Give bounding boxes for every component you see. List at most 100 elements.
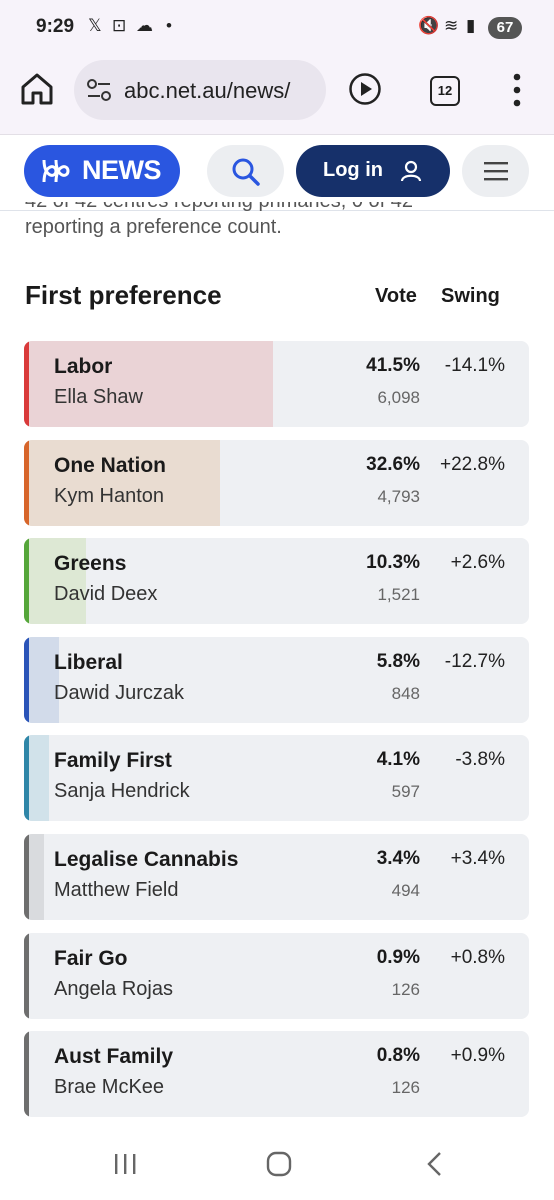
vote-percent: 5.8%: [376, 650, 420, 672]
party-color-stripe: [24, 341, 29, 427]
status-bar: 9:29 𝕏 ⊡ ☁ • 🔇 ≋ ▮ 67: [0, 0, 554, 56]
vote-percent: 32.6%: [366, 453, 420, 475]
hamburger-icon: [484, 162, 508, 181]
logo-wordmark: NEWS: [82, 155, 162, 185]
party-color-stripe: [24, 833, 29, 920]
signal-icon: ▮: [466, 16, 476, 35]
party-name: Fair Go: [54, 946, 128, 970]
party-name: Liberal: [54, 650, 123, 674]
battery-icon: 67: [488, 17, 522, 39]
vote-share-bar: [24, 439, 220, 526]
home-nav-icon[interactable]: [266, 1151, 292, 1177]
vote-column-header: Vote: [375, 285, 417, 307]
system-nav-bar: [0, 1130, 554, 1200]
swing-value: +0.8%: [450, 946, 505, 968]
play-icon[interactable]: [348, 72, 382, 106]
candidate-name: Dawid Jurczak: [54, 681, 185, 704]
vote-count: 597: [391, 782, 420, 802]
swing-value: +3.4%: [450, 847, 505, 869]
recent-apps-icon[interactable]: [113, 1152, 137, 1176]
vote-share-bar: [24, 341, 273, 427]
reporting-note: 42 of 42 centres reporting primaries, 0 …: [25, 200, 525, 240]
result-row[interactable]: Greens David Deex 10.3% 1,521 +2.6%: [24, 538, 529, 625]
vote-percent: 10.3%: [366, 552, 420, 574]
party-color-stripe: [24, 735, 29, 822]
wifi-icon: ≋: [444, 16, 459, 35]
reporting-note-cut-line: 42 of 42 centres reporting primaries, 0 …: [25, 202, 525, 214]
swing-value: -12.7%: [444, 650, 505, 672]
vote-count: 1,521: [377, 585, 420, 605]
candidate-name: David Deex: [54, 583, 158, 606]
swing-value: +2.6%: [450, 552, 505, 574]
candidate-name: Kym Hanton: [54, 484, 165, 507]
party-name: Greens: [54, 552, 127, 576]
vote-share-bar: [24, 833, 44, 920]
vote-percent: 41.5%: [366, 355, 420, 376]
menu-button[interactable]: [462, 145, 529, 197]
candidate-name: Sanja Hendrick: [54, 780, 190, 803]
vote-count: 126: [391, 979, 420, 999]
login-label: Log in: [323, 159, 383, 181]
swing-value: +0.9%: [450, 1045, 505, 1067]
candidate-name: Angela Rojas: [54, 977, 173, 1000]
reporting-note-line: reporting a preference count.: [25, 216, 282, 238]
status-time: 9:29: [36, 16, 75, 37]
party-color-stripe: [24, 439, 29, 526]
candidate-name: Brae McKee: [54, 1076, 165, 1099]
vote-percent: 0.9%: [376, 946, 420, 968]
party-color-stripe: [24, 1031, 29, 1118]
notification-dot-icon: •: [166, 16, 172, 35]
results-list: Labor Ella Shaw 41.5% 6,098 -14.1% One Nation…: [24, 341, 529, 1130]
site-header: NEWS Log in: [0, 135, 554, 211]
swing-value: -14.1%: [444, 355, 505, 376]
party-color-stripe: [24, 538, 29, 625]
result-row[interactable]: Aust Family Brae McKee 0.8% 126 +0.9%: [24, 1031, 529, 1118]
search-icon: [232, 158, 260, 186]
swing-value: +22.8%: [440, 453, 505, 475]
first-preference-header: First preference Vote Swing: [0, 280, 554, 316]
address-bar[interactable]: abc.net.au/news/: [74, 60, 326, 120]
more-options-icon[interactable]: [510, 72, 524, 108]
vote-percent: 3.4%: [376, 847, 420, 869]
party-color-stripe: [24, 932, 29, 1019]
vote-count: 848: [391, 683, 420, 703]
login-button[interactable]: Log in: [296, 145, 450, 197]
party-name: Legalise Cannabis: [54, 847, 239, 871]
abc-logo-icon: [42, 159, 70, 183]
candidate-name: Matthew Field: [54, 878, 179, 901]
abc-news-logo[interactable]: NEWS: [24, 145, 180, 197]
result-row[interactable]: Liberal Dawid Jurczak 5.8% 848 -12.7%: [24, 636, 529, 723]
cloud-icon: ☁: [136, 16, 153, 35]
vote-percent: 0.8%: [376, 1045, 420, 1067]
mute-icon: 🔇: [418, 16, 440, 35]
vote-count: 4,793: [377, 486, 420, 506]
result-row[interactable]: Fair Go Angela Rojas 0.9% 126 +0.8%: [24, 932, 529, 1019]
vote-count: 494: [391, 880, 420, 900]
party-name: Aust Family: [54, 1045, 174, 1069]
home-icon[interactable]: [18, 70, 56, 108]
search-button[interactable]: [207, 145, 284, 197]
result-row[interactable]: One Nation Kym Hanton 32.6% 4,793 +22.8%: [24, 439, 529, 526]
party-name: Family First: [54, 749, 172, 773]
party-color-stripe: [24, 636, 29, 723]
vote-share-bar: [24, 636, 59, 723]
site-settings-icon[interactable]: [86, 78, 112, 102]
url-text: abc.net.au/news/: [124, 78, 291, 103]
browser-toolbar: abc.net.au/news/ 12: [0, 56, 554, 135]
party-name: Labor: [54, 355, 113, 378]
result-row[interactable]: Family First Sanja Hendrick 4.1% 597 -3.8%: [24, 735, 529, 822]
vote-share-bar: [24, 538, 86, 625]
vote-count: 6,098: [377, 388, 420, 407]
party-name: One Nation: [54, 453, 167, 477]
swing-value: -3.8%: [455, 749, 505, 771]
swing-column-header: Swing: [441, 285, 500, 307]
user-icon: [400, 160, 422, 182]
result-row[interactable]: Labor Ella Shaw 41.5% 6,098 -14.1%: [24, 341, 529, 427]
section-title: First preference: [25, 280, 222, 310]
back-icon[interactable]: [425, 1151, 443, 1177]
tab-switcher-button[interactable]: 12: [430, 76, 460, 106]
result-row[interactable]: Legalise Cannabis Matthew Field 3.4% 494 +3.…: [24, 833, 529, 920]
vote-count: 126: [391, 1078, 420, 1098]
vote-percent: 4.1%: [376, 749, 420, 771]
x-app-icon: 𝕏: [88, 16, 102, 35]
